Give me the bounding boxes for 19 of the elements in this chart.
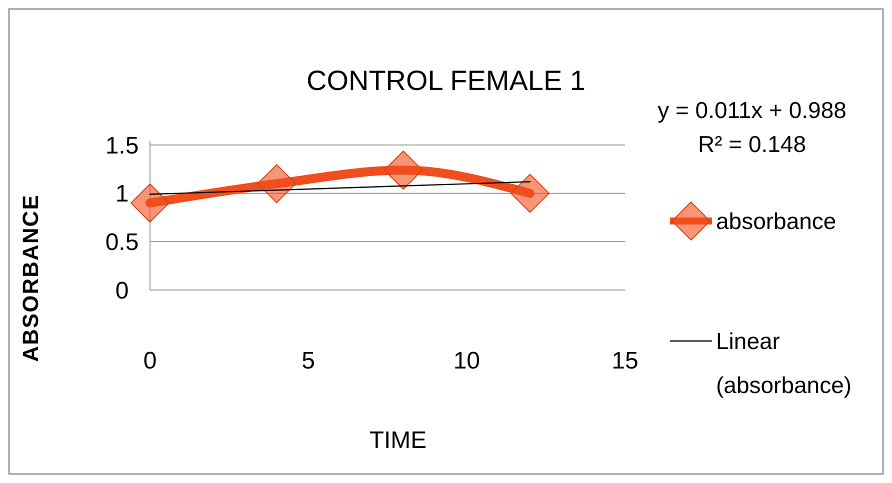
point xyxy=(510,174,550,213)
x-tick-label: 15 xyxy=(612,347,638,374)
legend-label: Linear (absorbance) xyxy=(716,328,852,398)
point xyxy=(257,164,296,204)
text: y = 0.011x + 0.988 xyxy=(658,97,846,123)
x-tick-label: 10 xyxy=(453,347,480,374)
x-tick-label: 0 xyxy=(143,347,157,374)
x-tick-label: 5 xyxy=(302,347,316,374)
legend-label: absorbance xyxy=(716,208,836,234)
y-tick-label: 1.5 xyxy=(105,132,139,160)
text: R² = 0.148 xyxy=(698,131,806,157)
y-tick-label: 0 xyxy=(115,277,129,304)
chart-title: CONTROL FEMALE 1 xyxy=(306,65,586,96)
y-tick-label: 0.5 xyxy=(105,229,139,256)
point xyxy=(130,184,170,222)
x-axis-title: TIME xyxy=(369,427,427,454)
y-axis-title: ABSORBANCE xyxy=(18,194,43,362)
point xyxy=(384,150,423,190)
y-tick-label: 1 xyxy=(115,180,129,208)
